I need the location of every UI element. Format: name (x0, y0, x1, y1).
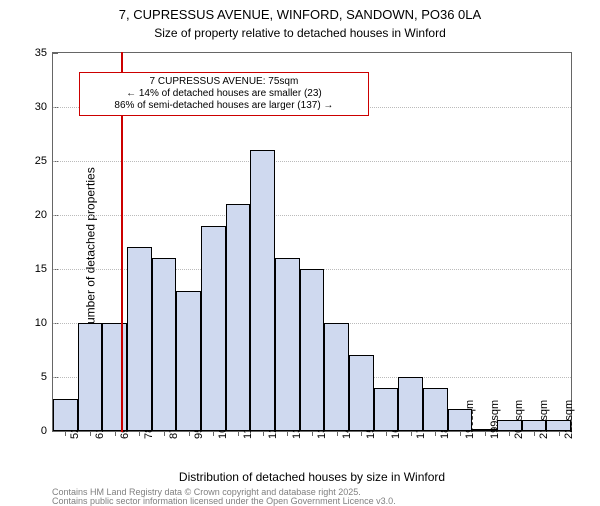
title-line1: 7, CUPRESSUS AVENUE, WINFORD, SANDOWN, P… (119, 7, 481, 22)
title-line2: Size of property relative to detached ho… (154, 26, 446, 40)
histogram-bar (176, 291, 201, 431)
y-tick-label: 35 (35, 47, 53, 59)
x-tick-mark (164, 431, 165, 436)
x-tick-mark (534, 431, 535, 436)
y-tick-label: 15 (35, 263, 53, 275)
y-tick-label: 5 (41, 371, 53, 383)
x-tick-mark (189, 431, 190, 436)
histogram-bar (53, 399, 78, 431)
y-tick-label: 25 (35, 155, 53, 167)
y-tick-label: 30 (35, 101, 53, 113)
y-tick-label: 20 (35, 209, 53, 221)
histogram-bar (423, 388, 448, 431)
histogram-bar (250, 150, 275, 431)
x-tick-mark (287, 431, 288, 436)
histogram-bar (78, 323, 103, 431)
x-tick-mark (312, 431, 313, 436)
x-tick-mark (386, 431, 387, 436)
histogram-bar (349, 355, 374, 431)
histogram-bar (398, 377, 423, 431)
annotation-line3: 86% of semi-detached houses are larger (… (86, 100, 362, 112)
histogram-bar (546, 420, 571, 431)
x-tick-mark (115, 431, 116, 436)
histogram-bar (472, 429, 497, 431)
plot-area: 7 CUPRESSUS AVENUE: 75sqm ← 14% of detac… (52, 52, 572, 432)
x-tick-mark (337, 431, 338, 436)
x-tick-mark (509, 431, 510, 436)
x-tick-mark (213, 431, 214, 436)
x-tick-mark (139, 431, 140, 436)
histogram-bar (497, 420, 522, 431)
histogram-bar (300, 269, 325, 431)
histogram-bar (127, 247, 152, 431)
chart-title: 7, CUPRESSUS AVENUE, WINFORD, SANDOWN, P… (0, 6, 600, 24)
credits-line2: Contains public sector information licen… (52, 497, 396, 506)
x-tick-mark (65, 431, 66, 436)
x-tick-mark (361, 431, 362, 436)
chart-container: { "title_line1": "7, CUPRESSUS AVENUE, W… (0, 0, 600, 500)
x-tick-mark (411, 431, 412, 436)
y-tick-label: 0 (41, 425, 53, 437)
annotation-line1: 7 CUPRESSUS AVENUE: 75sqm (86, 76, 362, 88)
credits: Contains HM Land Registry data © Crown c… (52, 488, 396, 506)
annotation-box: 7 CUPRESSUS AVENUE: 75sqm ← 14% of detac… (79, 72, 369, 116)
histogram-bar (522, 420, 547, 431)
histogram-bar (226, 204, 251, 431)
histogram-bar (275, 258, 300, 431)
x-tick-mark (460, 431, 461, 436)
histogram-bar (324, 323, 349, 431)
x-tick-mark (263, 431, 264, 436)
x-tick-mark (485, 431, 486, 436)
x-tick-mark (435, 431, 436, 436)
histogram-bar (152, 258, 177, 431)
chart-subtitle: Size of property relative to detached ho… (0, 24, 600, 42)
histogram-bar (102, 323, 127, 431)
annotation-line2: ← 14% of detached houses are smaller (23… (86, 88, 362, 100)
x-tick-mark (559, 431, 560, 436)
x-axis-label: Distribution of detached houses by size … (52, 470, 572, 484)
x-tick-mark (90, 431, 91, 436)
x-tick-mark (238, 431, 239, 436)
histogram-bar (374, 388, 399, 431)
histogram-bar (201, 226, 226, 431)
histogram-bar (448, 409, 473, 431)
y-tick-label: 10 (35, 317, 53, 329)
